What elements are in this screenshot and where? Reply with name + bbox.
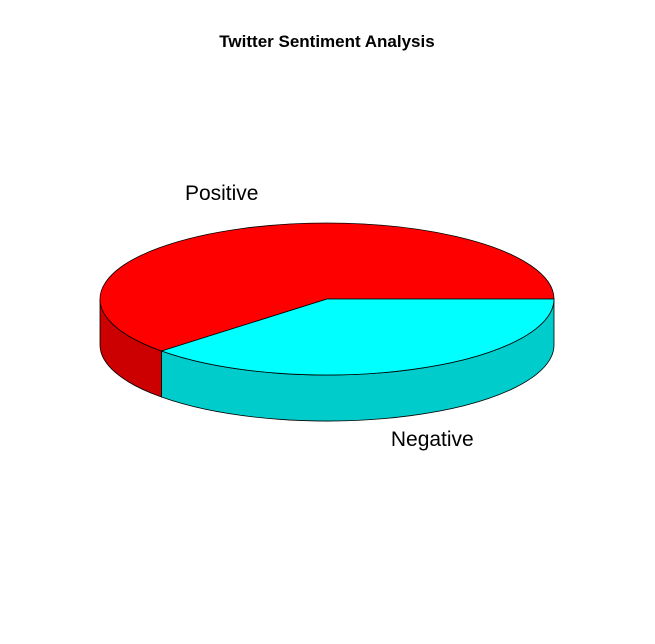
pie-labels: Positive Negative <box>185 182 474 451</box>
pie-slice-negative <box>160 298 555 376</box>
pie-slice-positive <box>99 222 555 352</box>
pie-tops <box>99 222 555 376</box>
pie-label-negative: Negative <box>391 428 474 451</box>
chart-title: Twitter Sentiment Analysis <box>219 32 434 51</box>
pie-label-positive: Positive <box>185 182 259 205</box>
